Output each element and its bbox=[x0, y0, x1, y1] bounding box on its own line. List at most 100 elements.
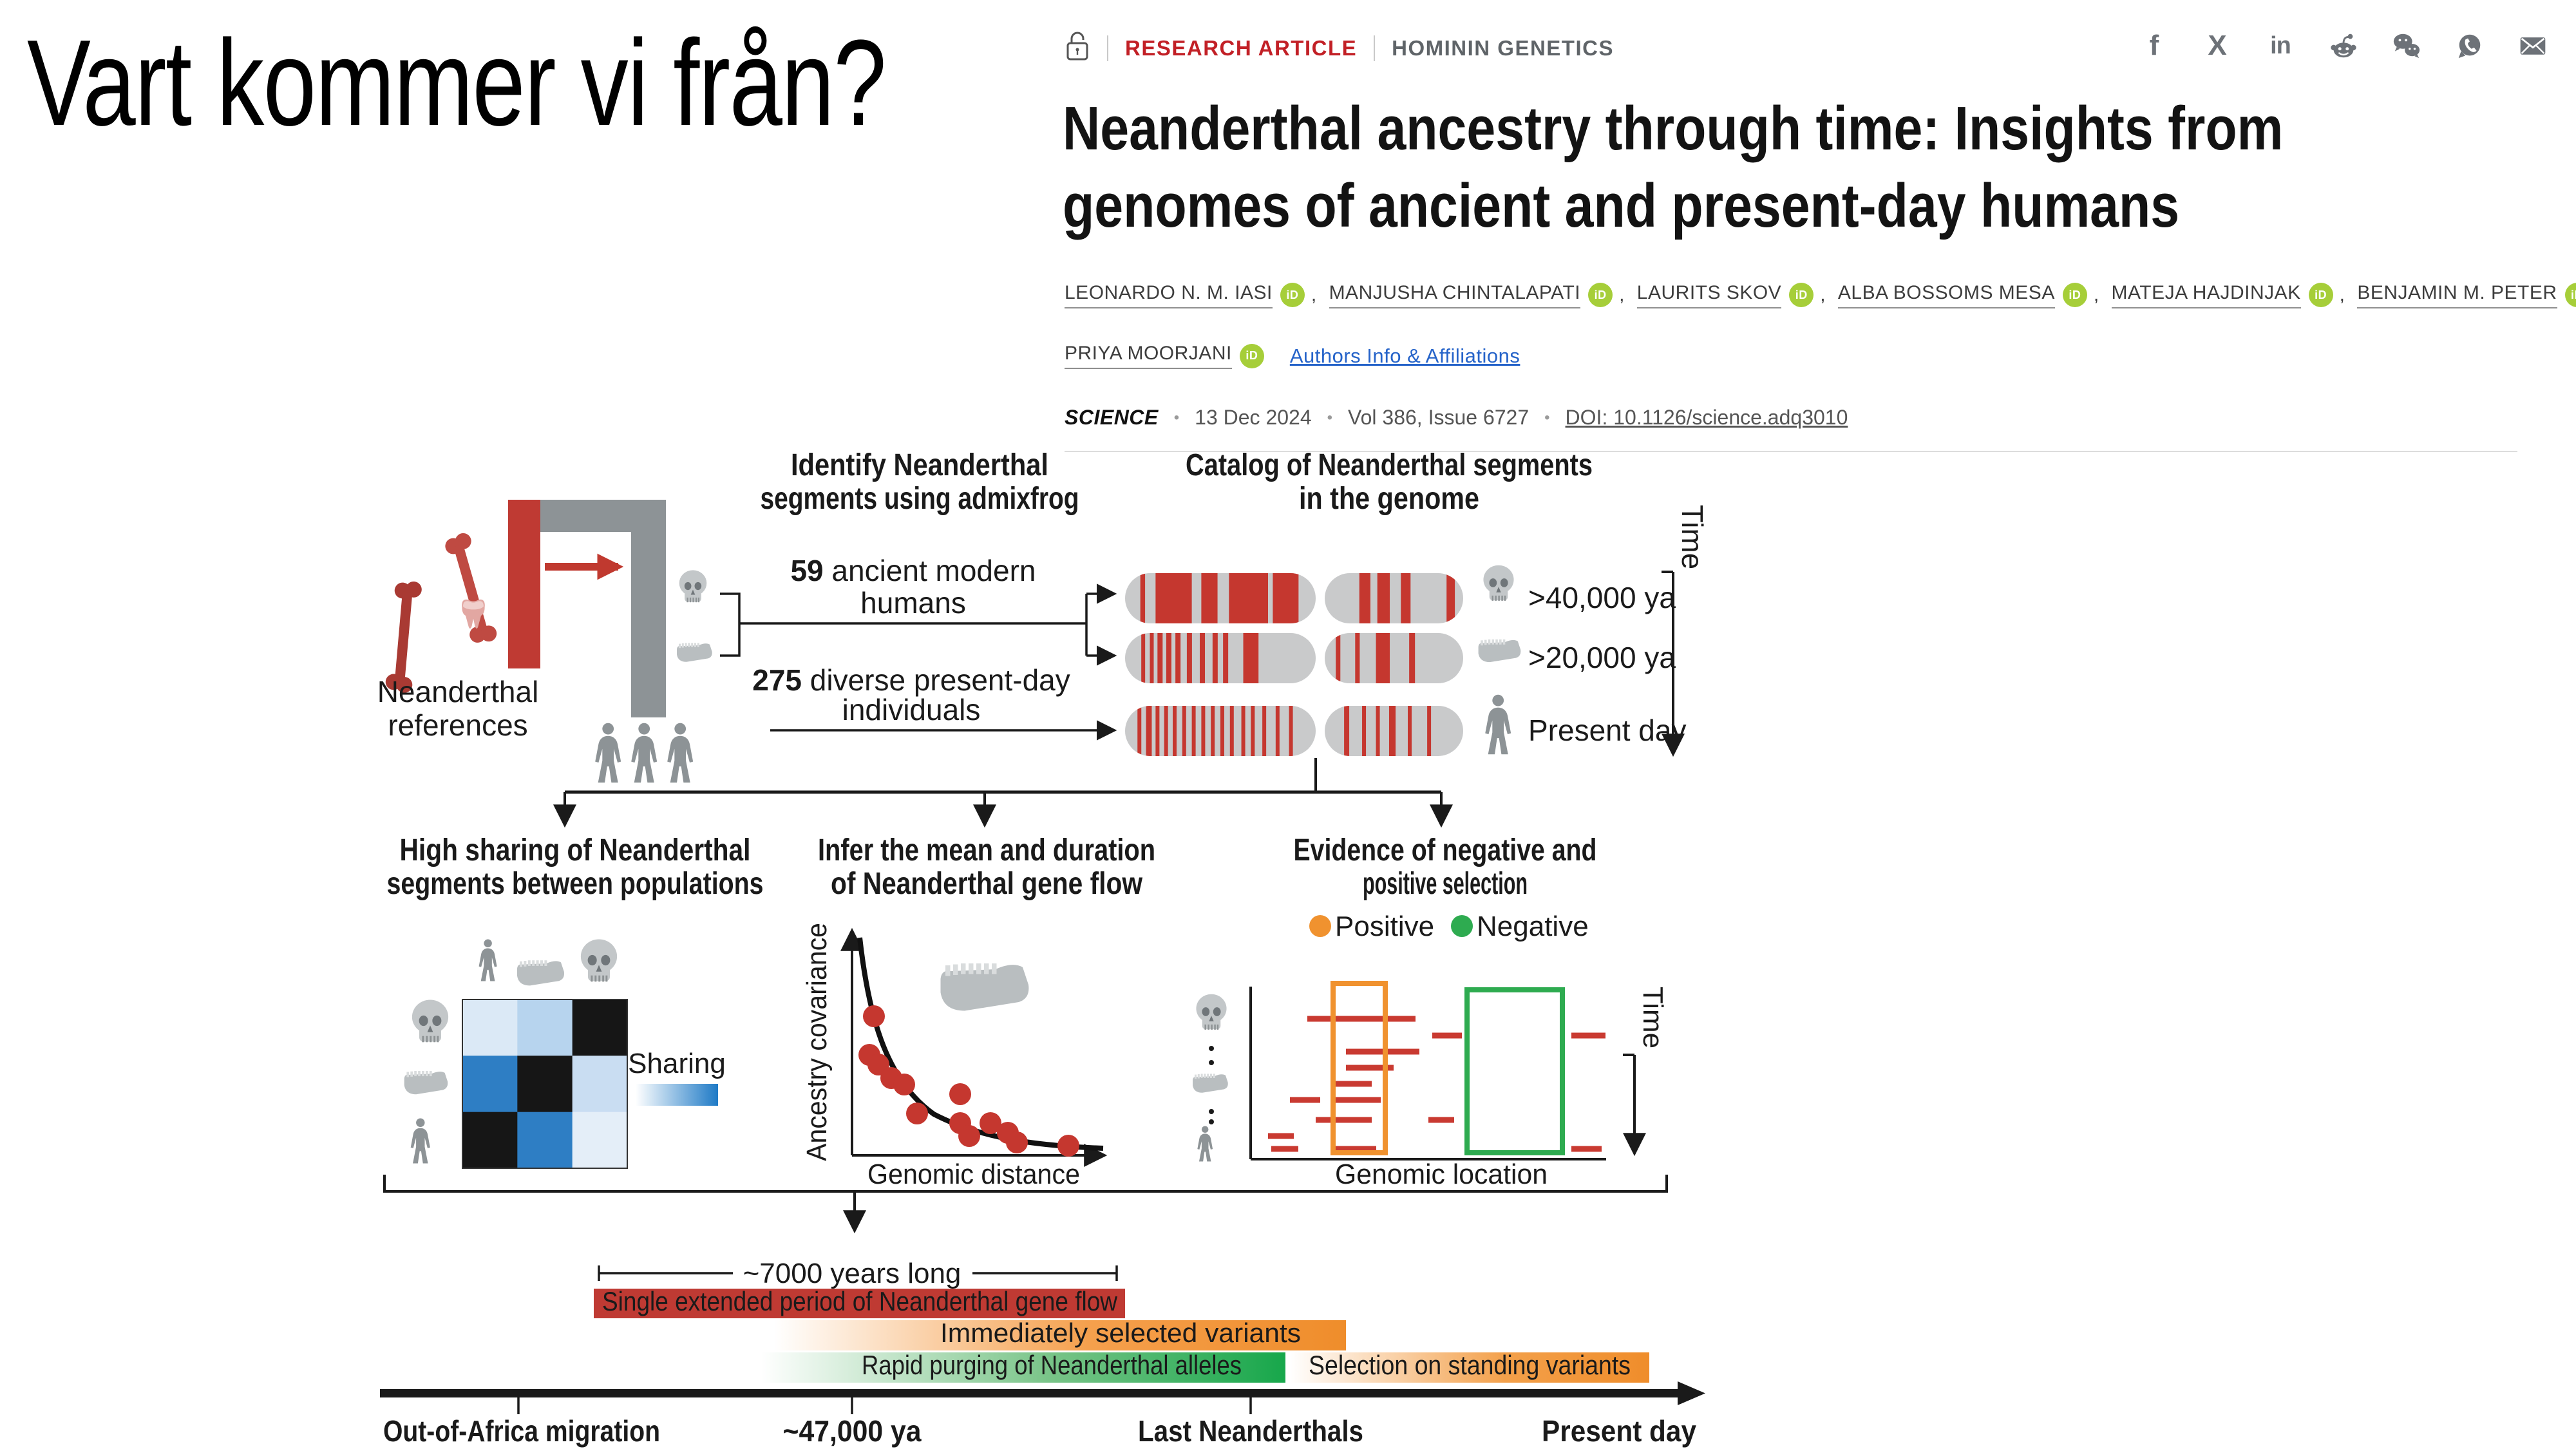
neanderthal-band bbox=[1201, 706, 1206, 756]
neanderthal-band bbox=[1164, 706, 1168, 756]
sharing-gradient-bar bbox=[636, 1084, 718, 1106]
heatmap-cell bbox=[572, 1056, 628, 1113]
meta-separator: • bbox=[1544, 408, 1550, 426]
orcid-icon[interactable]: iD bbox=[1588, 283, 1613, 307]
author-list: LEONARDO N. M. IASI iD, MANJUSHA CHINTALA… bbox=[1065, 273, 2576, 395]
jawbone-icon bbox=[940, 963, 1029, 1011]
standing-variants-label: Selection on standing variants bbox=[1309, 1350, 1631, 1380]
author-link[interactable]: BENJAMIN M. PETER bbox=[2357, 282, 2557, 308]
human-lineage-bar bbox=[540, 500, 666, 717]
authors-info-affiliations-link[interactable]: Authors Info & Affiliations bbox=[1289, 344, 1520, 367]
article-section-label: HOMININ GENETICS bbox=[1392, 35, 1614, 60]
neanderthal-band bbox=[1262, 706, 1267, 756]
whatsapp-icon[interactable] bbox=[2455, 31, 2485, 61]
negative-legend-dot bbox=[1451, 915, 1473, 937]
author-link[interactable]: MANJUSHA CHINTALAPATI bbox=[1329, 282, 1581, 308]
data-point bbox=[1006, 1132, 1028, 1153]
neanderthal-band bbox=[1344, 706, 1350, 756]
sample-connectors bbox=[720, 583, 1117, 741]
summary-bracket bbox=[383, 1175, 1668, 1193]
skull-icon bbox=[580, 939, 618, 982]
age-label: >40,000 ya bbox=[1528, 581, 1676, 614]
orcid-icon[interactable]: iD bbox=[2062, 283, 2087, 307]
human-silhouette-icon bbox=[631, 723, 658, 783]
skull-icon bbox=[1483, 565, 1514, 601]
data-point bbox=[980, 1112, 1001, 1134]
neanderthal-band bbox=[1201, 573, 1218, 623]
neanderthal-band bbox=[1229, 573, 1268, 623]
catalog-title: in the genome bbox=[1299, 482, 1479, 516]
author-link[interactable]: LEONARDO N. M. IASI bbox=[1065, 282, 1273, 308]
meta-separator: • bbox=[1327, 408, 1333, 426]
heatmap-border bbox=[462, 999, 628, 1169]
timeline-tick-label: ~47,000 ya bbox=[783, 1414, 922, 1448]
chromosome-bands bbox=[1336, 633, 1416, 683]
neanderthal-band bbox=[1229, 706, 1234, 756]
reddit-icon[interactable] bbox=[2329, 31, 2358, 61]
skull-icon bbox=[1196, 994, 1227, 1030]
skull-icon bbox=[679, 570, 707, 603]
data-point bbox=[906, 1103, 928, 1124]
linkedin-icon[interactable]: in bbox=[2270, 32, 2291, 59]
email-icon[interactable] bbox=[2518, 31, 2548, 61]
ancient-humans-label: humans bbox=[860, 586, 966, 620]
neanderthal-band bbox=[1251, 706, 1255, 756]
heatmap-cell bbox=[462, 1056, 518, 1113]
orcid-icon[interactable]: iD bbox=[1280, 283, 1305, 307]
human-silhouette-icon bbox=[595, 723, 621, 783]
ancient-count-text: ancient modern bbox=[824, 554, 1036, 587]
wechat-icon[interactable] bbox=[2392, 31, 2421, 61]
human-silhouette-icon bbox=[667, 723, 694, 783]
author-link[interactable]: MATEJA HAJDINJAK bbox=[2111, 282, 2301, 308]
heatmap-cell bbox=[517, 1056, 573, 1113]
orcid-icon[interactable]: iD bbox=[2564, 283, 2576, 307]
age-label: Present day bbox=[1528, 714, 1686, 747]
selection-panel-title: Evidence of negative and bbox=[1294, 833, 1597, 867]
time-axis-label: Time bbox=[1676, 505, 1707, 570]
chromosome-bands bbox=[1141, 633, 1259, 683]
neanderthal-segments bbox=[1268, 1016, 1605, 1152]
article-kicker: RESEARCH ARTICLE HOMININ GENETICS bbox=[1065, 31, 1614, 65]
orcid-icon[interactable]: iD bbox=[1789, 283, 1814, 307]
timeline-axis bbox=[380, 1389, 1681, 1397]
jawbone-icon bbox=[517, 960, 565, 986]
header-divider bbox=[1065, 451, 2517, 452]
orcid-icon[interactable]: iD bbox=[1239, 343, 1264, 368]
skull-icon bbox=[412, 999, 449, 1043]
data-point bbox=[1057, 1135, 1079, 1157]
neanderthal-band bbox=[1166, 633, 1171, 683]
x-twitter-icon[interactable]: X bbox=[2208, 30, 2227, 61]
neanderthal-band bbox=[1146, 706, 1152, 756]
identify-title: segments using admixfrog bbox=[761, 482, 1079, 516]
chromosome-lobe bbox=[1325, 573, 1463, 623]
sharing-heatmap bbox=[462, 999, 628, 1169]
divider bbox=[1374, 35, 1376, 61]
timeline-tick-label: Out-of-Africa migration bbox=[383, 1414, 660, 1448]
immediately-selected-bar bbox=[774, 1320, 1346, 1350]
author-separator: , bbox=[1820, 284, 1832, 305]
identify-title: Identify Neanderthal bbox=[791, 448, 1048, 482]
neanderthal-band bbox=[1173, 706, 1177, 756]
neanderthal-band bbox=[1275, 706, 1280, 756]
references-label: Neanderthal bbox=[377, 675, 539, 708]
neanderthal-band bbox=[1155, 706, 1160, 756]
present-day-count: 275 diverse present-day bbox=[752, 663, 1070, 697]
facebook-icon[interactable]: f bbox=[2149, 30, 2159, 61]
ellipsis-dots bbox=[1209, 1046, 1214, 1124]
doi-link[interactable]: DOI: 10.1126/science.adq3010 bbox=[1565, 406, 1848, 429]
chromosome-bands bbox=[1140, 573, 1299, 623]
sharing-legend-label: Sharing bbox=[628, 1048, 726, 1079]
time-axis-arrow bbox=[1623, 1054, 1646, 1157]
author-link[interactable]: PRIYA MOORJANI bbox=[1065, 343, 1232, 369]
data-point bbox=[958, 1125, 980, 1147]
present-count-number: 275 bbox=[752, 663, 802, 697]
article-type-label: RESEARCH ARTICLE bbox=[1125, 35, 1358, 60]
open-access-lock-icon bbox=[1065, 31, 1090, 65]
orcid-icon[interactable]: iD bbox=[2308, 283, 2333, 307]
author-link[interactable]: LAURITS SKOV bbox=[1636, 282, 1782, 308]
sharing-panel-title: segments between populations bbox=[387, 867, 764, 901]
chromosome-bands bbox=[1359, 573, 1455, 623]
author-link[interactable]: ALBA BOSSOMS MESA bbox=[1837, 282, 2055, 308]
chromosome-bands bbox=[1344, 706, 1432, 756]
